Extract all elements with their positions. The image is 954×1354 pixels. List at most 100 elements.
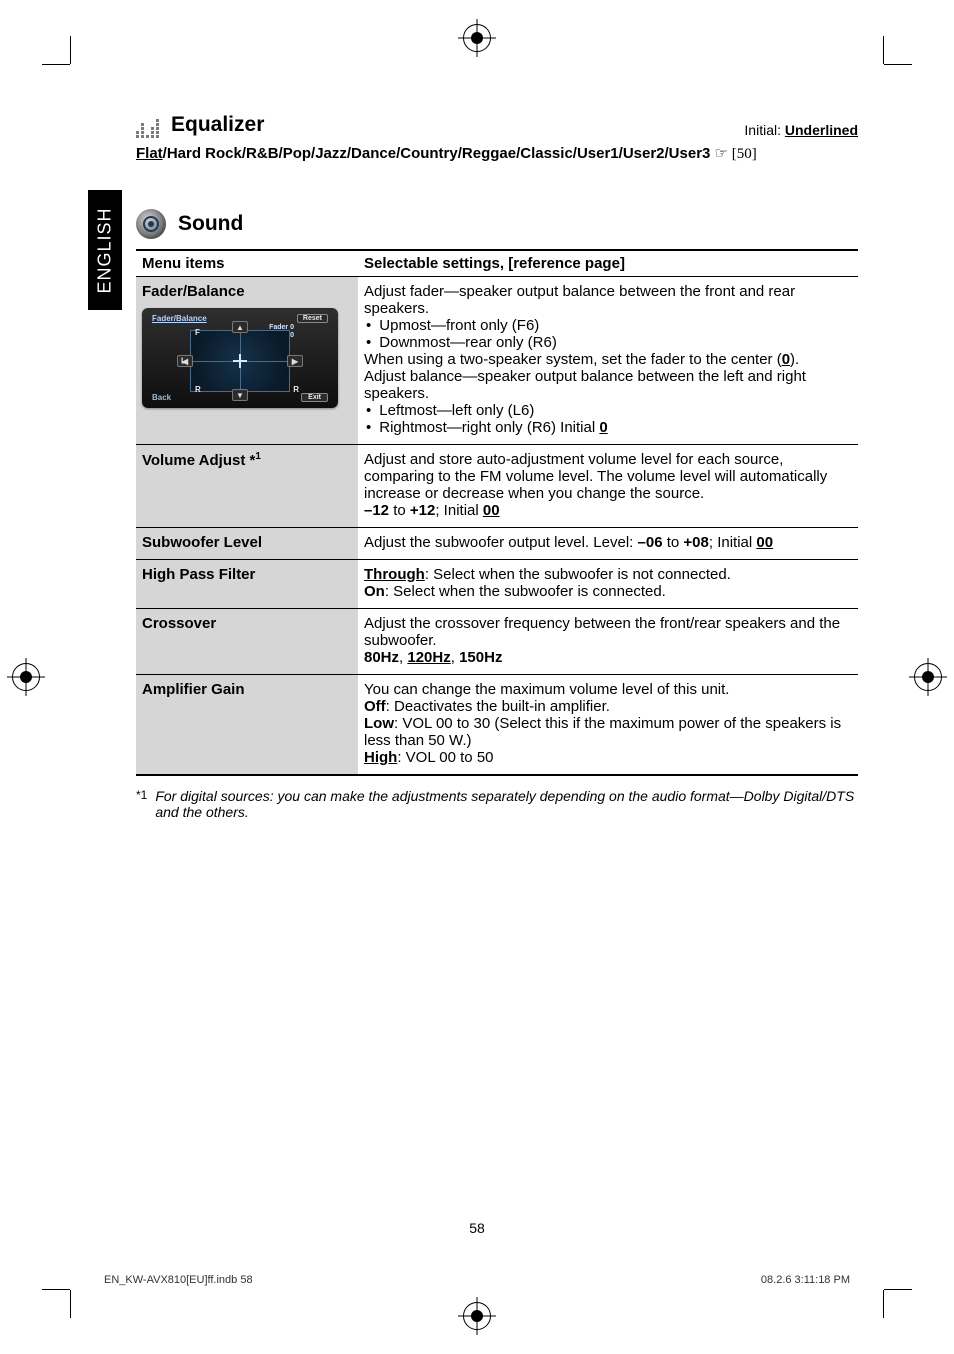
fg-exit: Exit: [301, 393, 328, 402]
fg-title: Fader/Balance: [152, 314, 207, 323]
equalizer-presets: Flat/Hard Rock/R&B/Pop/Jazz/Dance/Countr…: [136, 144, 858, 163]
crop-mark: [42, 1289, 70, 1290]
language-label: ENGLISH: [95, 207, 116, 293]
fader-line: Adjust balance—speaker output balance be…: [364, 368, 852, 402]
txt: to: [663, 534, 684, 551]
txt: 00: [483, 502, 500, 519]
txt: +12: [410, 502, 435, 519]
txt: ; Initial: [435, 502, 483, 519]
registration-mark: [914, 663, 942, 691]
crop-mark: [884, 64, 912, 65]
row-label-fader: Fader/Balance Fader/Balance Reset Fader …: [136, 277, 358, 445]
row-desc-hpf: Through: Select when the subwoofer is no…: [358, 560, 858, 609]
vol-label: Volume Adjust: [142, 452, 250, 469]
fader-bullet: Upmost—front only (F6): [364, 317, 852, 334]
fader-balance-graphic: Fader/Balance Reset Fader 0 Balance 0 ▲: [142, 308, 338, 408]
fg-l: L: [181, 357, 186, 366]
vol-line: Adjust and store auto-adjustment volume …: [364, 451, 852, 502]
table-row: Volume Adjust *1 Adjust and store auto-a…: [136, 445, 858, 528]
row-label-sub: Subwoofer Level: [136, 528, 358, 560]
txt: When using a two-speaker system, set the…: [364, 351, 782, 368]
col-menu-items: Menu items: [136, 250, 358, 277]
txt: Adjust the subwoofer output level. Level…: [364, 534, 638, 551]
initial-note: Initial: Underlined: [744, 122, 858, 138]
footnote: *1 For digital sources: you can make the…: [136, 788, 858, 820]
amp-line: You can change the maximum volume level …: [364, 681, 852, 698]
row-desc-fader: Adjust fader—speaker output balance betw…: [358, 277, 858, 445]
txt: ,: [451, 649, 459, 666]
row-label-volume: Volume Adjust *1: [136, 445, 358, 528]
fg-pad: ▲ ▼ ◀ ▶ F L R R: [190, 330, 290, 392]
txt: 120Hz: [407, 649, 450, 666]
txt: Off: [364, 698, 386, 715]
row-label-amp: Amplifier Gain: [136, 675, 358, 776]
row-desc-crossover: Adjust the crossover frequency between t…: [358, 609, 858, 675]
crop-mark: [70, 1290, 71, 1318]
fader-bullet: Rightmost—right only (R6) Initial 0: [364, 419, 852, 436]
initial-note-prefix: Initial:: [744, 122, 784, 138]
fader-bullet: Leftmost—left only (L6): [364, 402, 852, 419]
crop-mark: [883, 36, 884, 64]
eq-ref: ☞ [50]: [715, 146, 757, 162]
registration-mark: [463, 24, 491, 52]
txt: Through: [364, 566, 425, 583]
txt: ).: [790, 351, 799, 368]
fg-f: F: [195, 328, 200, 337]
eq-flat: Flat: [136, 145, 163, 162]
sound-title: Sound: [178, 212, 243, 236]
cross-values: 80Hz, 120Hz, 150Hz: [364, 649, 852, 666]
fader-bullet: Downmost—rear only (R6): [364, 334, 852, 351]
eq-rest: /Hard Rock/R&B/Pop/Jazz/Dance/Country/Re…: [163, 145, 715, 162]
registration-mark: [463, 1302, 491, 1330]
fader-line: Adjust fader—speaker output balance betw…: [364, 283, 852, 317]
fg-r-bottom: R: [195, 385, 201, 394]
txt: Low: [364, 715, 394, 732]
txt: On: [364, 583, 385, 600]
txt: +08: [683, 534, 708, 551]
vol-range: –12 to +12; Initial 00: [364, 502, 852, 519]
arrow-right-icon: ▶: [287, 355, 303, 367]
page-number: 58: [0, 1220, 954, 1236]
fader-line: When using a two-speaker system, set the…: [364, 351, 852, 368]
table-row: High Pass Filter Through: Select when th…: [136, 560, 858, 609]
txt: : Deactivates the built-in amplifier.: [386, 698, 610, 715]
txt: : Select when the subwoofer is connected…: [385, 583, 666, 600]
col-settings: Selectable settings, [reference page]: [358, 250, 858, 277]
txt: –12: [364, 502, 389, 519]
initial-note-value: Underlined: [785, 122, 858, 138]
crop-mark: [884, 1289, 912, 1290]
txt: 00: [756, 534, 773, 551]
txt: : VOL 00 to 50: [397, 749, 493, 766]
registration-mark: [12, 663, 40, 691]
txt: to: [389, 502, 410, 519]
footnote-text: For digital sources: you can make the ad…: [155, 788, 858, 820]
sound-icon: [136, 209, 166, 239]
fg-back: Back: [152, 393, 171, 402]
table-row: Crossover Adjust the crossover frequency…: [136, 609, 858, 675]
fg-r-right: R: [293, 385, 299, 394]
txt: 150Hz: [459, 649, 502, 666]
txt: –06: [638, 534, 663, 551]
row-label-hpf: High Pass Filter: [136, 560, 358, 609]
txt: High: [364, 749, 397, 766]
txt: 80Hz: [364, 649, 399, 666]
txt: : VOL 00 to 30 (Select this if the maxim…: [364, 715, 841, 749]
fader-label: Fader/Balance: [142, 283, 245, 300]
language-tab: ENGLISH: [88, 190, 122, 310]
crop-mark: [42, 64, 70, 65]
crop-mark: [883, 1290, 884, 1318]
table-row: Amplifier Gain You can change the maximu…: [136, 675, 858, 776]
row-desc-sub: Adjust the subwoofer output level. Level…: [358, 528, 858, 560]
arrow-down-icon: ▼: [232, 389, 248, 401]
table-row: Subwoofer Level Adjust the subwoofer out…: [136, 528, 858, 560]
zero: 0: [599, 419, 607, 436]
txt: Rightmost—right only (R6) Initial: [379, 419, 599, 436]
footer-left: EN_KW-AVX810[EU]ff.indb 58: [104, 1274, 253, 1286]
cross-line: Adjust the crossover frequency between t…: [364, 615, 852, 649]
equalizer-icon: [136, 112, 159, 138]
arrow-up-icon: ▲: [232, 321, 248, 333]
footnote-mark: *1: [136, 788, 147, 820]
fg-reset: Reset: [297, 314, 328, 323]
zero: 0: [782, 351, 790, 368]
row-label-crossover: Crossover: [136, 609, 358, 675]
